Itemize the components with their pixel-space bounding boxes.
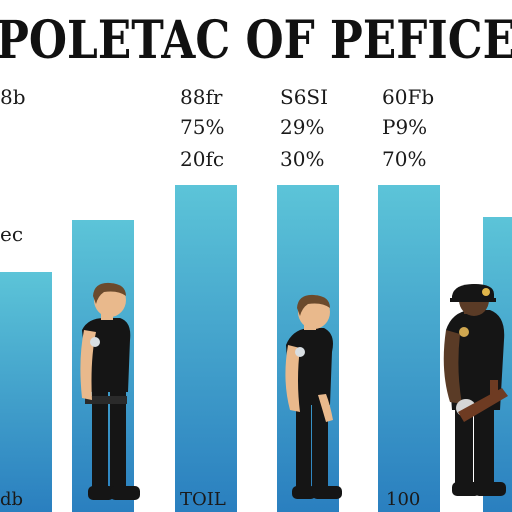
bottom-label: TOIL <box>180 489 226 510</box>
row-label: 88fr <box>180 85 223 109</box>
bars <box>0 185 512 512</box>
bar <box>0 272 52 512</box>
row-label: 70% <box>382 147 426 171</box>
row-label: 60Fb <box>382 85 434 109</box>
bar <box>175 185 237 512</box>
officer-2-icon <box>285 294 342 499</box>
side-label: ec <box>0 222 23 246</box>
row-labels: 8b 88fr S6SI 60Fb 75% 29% P9% 20fc 30% 7… <box>0 85 434 171</box>
row-label: 75% <box>180 115 224 139</box>
row-label: 8b <box>0 85 26 109</box>
officer-3-icon <box>443 284 508 496</box>
row-label: 20fc <box>180 147 224 171</box>
officer-1-icon <box>80 282 140 500</box>
row-label: 30% <box>280 147 324 171</box>
chart-title: POLETAC OF PEFICE <box>0 10 512 71</box>
row-label: S6SI <box>280 85 328 109</box>
row-label: P9% <box>382 115 427 139</box>
bar <box>378 185 440 512</box>
bottom-label: 100 <box>386 489 420 510</box>
row-label: 29% <box>280 115 324 139</box>
bottom-label: db <box>0 489 23 510</box>
